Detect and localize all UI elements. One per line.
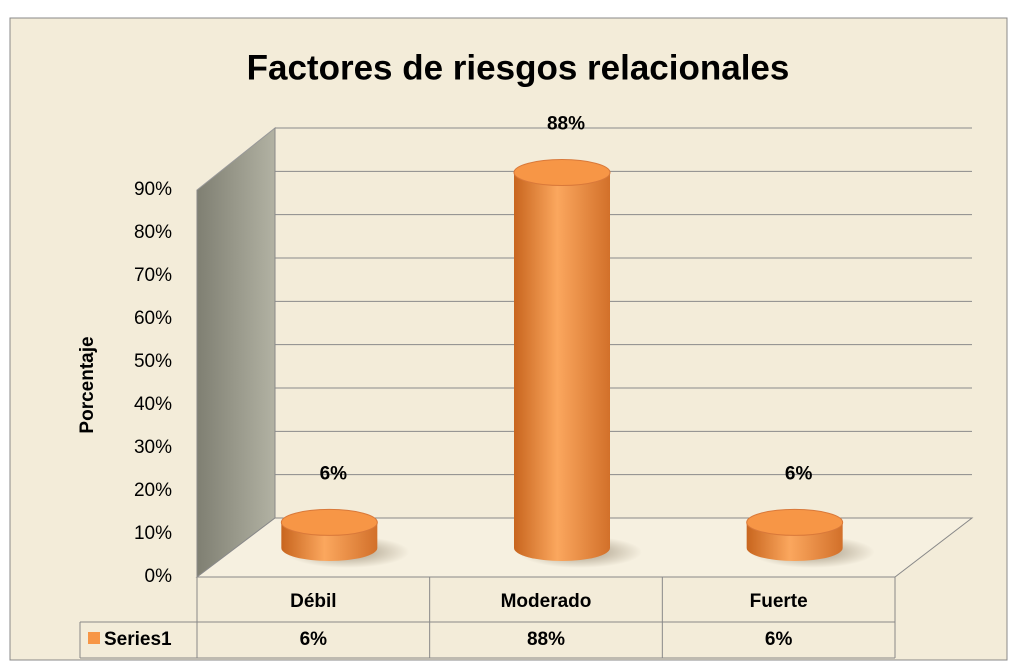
data-label: 6% (320, 463, 348, 484)
y-tick-label: 30% (134, 437, 172, 458)
chart-title: Factores de riesgos relacionales (247, 48, 790, 87)
y-tick-label: 10% (134, 523, 172, 544)
y-tick-label: 90% (134, 179, 172, 200)
table-value: 6% (300, 629, 328, 650)
x-tick-label: Moderado (501, 591, 592, 612)
y-tick-label: 40% (134, 394, 172, 415)
bar (513, 159, 611, 562)
legend-key (88, 632, 100, 644)
y-tick-label: 70% (134, 265, 172, 286)
y-axis-label: Porcentaje (77, 336, 98, 433)
y-tick-label: 20% (134, 480, 172, 501)
y-tick-label: 50% (134, 351, 172, 372)
data-label: 6% (785, 463, 813, 484)
bar (746, 508, 844, 561)
table-value: 6% (765, 629, 793, 650)
y-tick-label: 80% (134, 222, 172, 243)
data-label: 88% (547, 114, 585, 135)
bar (280, 508, 378, 561)
x-tick-label: Fuerte (750, 591, 808, 612)
y-tick-label: 60% (134, 308, 172, 329)
table-value: 88% (527, 629, 565, 650)
x-tick-label: Débil (290, 591, 336, 612)
legend-label: Series1 (104, 629, 172, 650)
y-tick-label: 0% (145, 566, 173, 587)
data-table (79, 577, 896, 659)
side-wall (196, 126, 276, 579)
